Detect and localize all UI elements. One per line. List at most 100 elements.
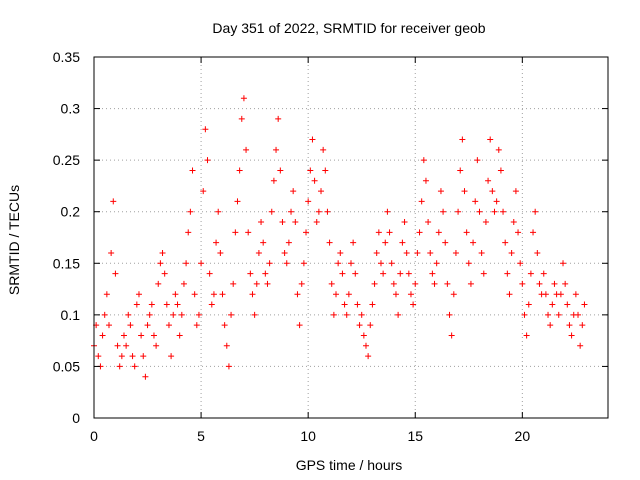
data-point bbox=[345, 291, 352, 298]
data-point bbox=[264, 280, 271, 287]
data-point bbox=[204, 157, 211, 164]
data-point bbox=[95, 353, 102, 360]
data-point bbox=[506, 291, 513, 298]
data-point bbox=[273, 146, 280, 153]
y-tick-label: 0.35 bbox=[53, 49, 80, 65]
data-point bbox=[232, 229, 239, 236]
data-point bbox=[427, 249, 434, 256]
data-point bbox=[502, 239, 509, 246]
data-point bbox=[397, 270, 404, 277]
data-point bbox=[268, 208, 275, 215]
data-point bbox=[401, 219, 408, 226]
data-point bbox=[155, 280, 162, 287]
data-point bbox=[285, 239, 292, 246]
data-point bbox=[493, 198, 500, 205]
data-point bbox=[375, 229, 382, 236]
data-point bbox=[545, 311, 552, 318]
data-point bbox=[521, 311, 528, 318]
data-point bbox=[150, 332, 157, 339]
data-point bbox=[508, 249, 515, 256]
data-point bbox=[564, 301, 571, 308]
data-point bbox=[185, 229, 192, 236]
data-point bbox=[296, 322, 303, 329]
data-point bbox=[292, 219, 299, 226]
grid-lines bbox=[94, 57, 608, 418]
data-point bbox=[315, 208, 322, 215]
data-point bbox=[472, 198, 479, 205]
data-point bbox=[191, 291, 198, 298]
data-point bbox=[527, 270, 534, 277]
data-point bbox=[328, 280, 335, 287]
data-point bbox=[198, 260, 205, 267]
data-point bbox=[435, 229, 442, 236]
data-point bbox=[360, 332, 367, 339]
data-point bbox=[294, 291, 301, 298]
data-point bbox=[142, 373, 149, 380]
data-point bbox=[497, 167, 504, 174]
data-point bbox=[170, 311, 177, 318]
data-point bbox=[283, 260, 290, 267]
data-point bbox=[581, 301, 588, 308]
data-point bbox=[433, 260, 440, 267]
data-point bbox=[530, 229, 537, 236]
data-point bbox=[318, 188, 325, 195]
data-point bbox=[110, 198, 117, 205]
data-point bbox=[557, 291, 564, 298]
data-point bbox=[165, 322, 172, 329]
data-point bbox=[298, 280, 305, 287]
axes bbox=[93, 56, 609, 419]
data-point bbox=[495, 146, 502, 153]
data-point bbox=[384, 208, 391, 215]
data-point bbox=[407, 291, 414, 298]
data-point bbox=[377, 260, 384, 267]
data-point bbox=[210, 291, 217, 298]
data-point bbox=[568, 332, 575, 339]
data-point bbox=[562, 280, 569, 287]
x-tick-label: 5 bbox=[197, 428, 205, 444]
data-point bbox=[270, 177, 277, 184]
tick-labels: 0 0.05 0.1 0.15 0.2 0.25 0.3 0.35 0 5 10 15 20 bbox=[53, 49, 531, 444]
data-point bbox=[200, 188, 207, 195]
data-point bbox=[560, 260, 567, 267]
data-point bbox=[399, 239, 406, 246]
data-point bbox=[153, 342, 160, 349]
data-point bbox=[138, 332, 145, 339]
data-point bbox=[420, 157, 427, 164]
data-point bbox=[465, 260, 472, 267]
data-point bbox=[240, 95, 247, 102]
data-point bbox=[515, 229, 522, 236]
data-point bbox=[367, 322, 374, 329]
data-point bbox=[510, 219, 517, 226]
data-point bbox=[452, 249, 459, 256]
data-point bbox=[504, 270, 511, 277]
data-point bbox=[551, 280, 558, 287]
data-point bbox=[183, 260, 190, 267]
data-point bbox=[120, 332, 127, 339]
data-point bbox=[129, 353, 136, 360]
data-point bbox=[352, 270, 359, 277]
data-point bbox=[356, 322, 363, 329]
data-point bbox=[474, 157, 481, 164]
data-point bbox=[146, 311, 153, 318]
data-point bbox=[403, 249, 410, 256]
data-point bbox=[335, 260, 342, 267]
data-point bbox=[144, 322, 151, 329]
data-point bbox=[309, 136, 316, 143]
data-point bbox=[429, 270, 436, 277]
data-point bbox=[215, 208, 222, 215]
data-point bbox=[127, 322, 134, 329]
data-point bbox=[193, 322, 200, 329]
data-point bbox=[277, 167, 284, 174]
data-point bbox=[189, 167, 196, 174]
data-point bbox=[369, 301, 376, 308]
data-point bbox=[140, 353, 147, 360]
data-point bbox=[485, 177, 492, 184]
data-point bbox=[300, 260, 307, 267]
data-point bbox=[482, 219, 489, 226]
plot-frame bbox=[93, 56, 609, 419]
data-point bbox=[446, 311, 453, 318]
y-tick-label: 0.2 bbox=[61, 204, 81, 220]
data-point bbox=[105, 322, 112, 329]
data-point bbox=[157, 260, 164, 267]
